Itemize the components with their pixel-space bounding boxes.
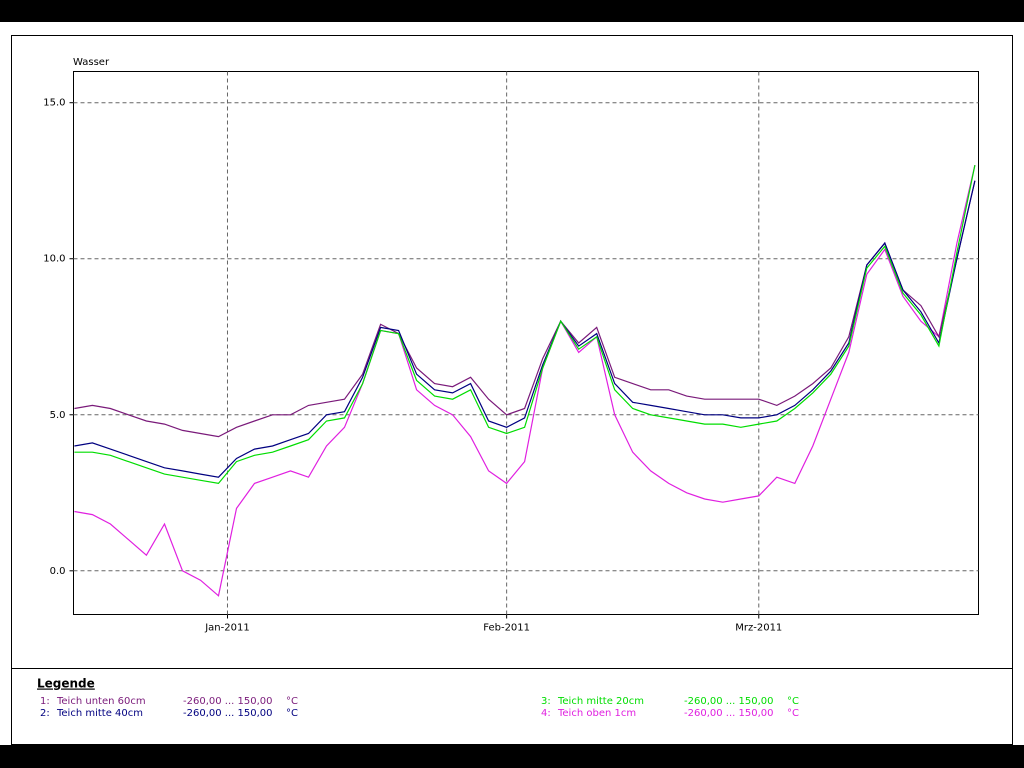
legend-key: 3: [541,696,551,707]
y-tick-label: 10.0 [43,254,65,265]
x-tick-label: Jan-2011 [204,623,249,634]
y-tick-label: 15.0 [43,98,65,109]
legend-unit: °C [787,696,799,707]
x-tick-label: Mrz-2011 [735,623,782,634]
legend-key: 1: [40,696,50,707]
legend-unit: °C [286,708,298,719]
legend-key: 4: [541,708,551,719]
legend-range: -260,00 ... 150,00 [183,696,272,707]
legend-range: -260,00 ... 150,00 [684,696,773,707]
legend-name: Teich oben 1cm [557,708,636,719]
frame [11,35,1013,745]
y-tick-label: 0.0 [50,566,66,577]
legend-unit: °C [286,696,298,707]
legend-range: -260,00 ... 150,00 [684,708,773,719]
x-tick-label: Feb-2011 [483,623,530,634]
legend-name: Teich unten 60cm [56,696,146,707]
legend-name: Teich mitte 40cm [56,708,143,719]
series-line [74,164,976,597]
legend-key: 2: [40,708,50,719]
legend-name: Teich mitte 20cm [557,696,644,707]
series-line [74,164,976,485]
y-tick-label: 5.0 [50,410,66,421]
axis-label: Wasser [73,57,110,68]
legend-title: Legende [37,677,95,691]
plot-area [73,71,979,615]
series-line [74,180,976,438]
series-line [74,180,976,478]
legend-unit: °C [787,708,799,719]
legend-range: -260,00 ... 150,00 [183,708,272,719]
